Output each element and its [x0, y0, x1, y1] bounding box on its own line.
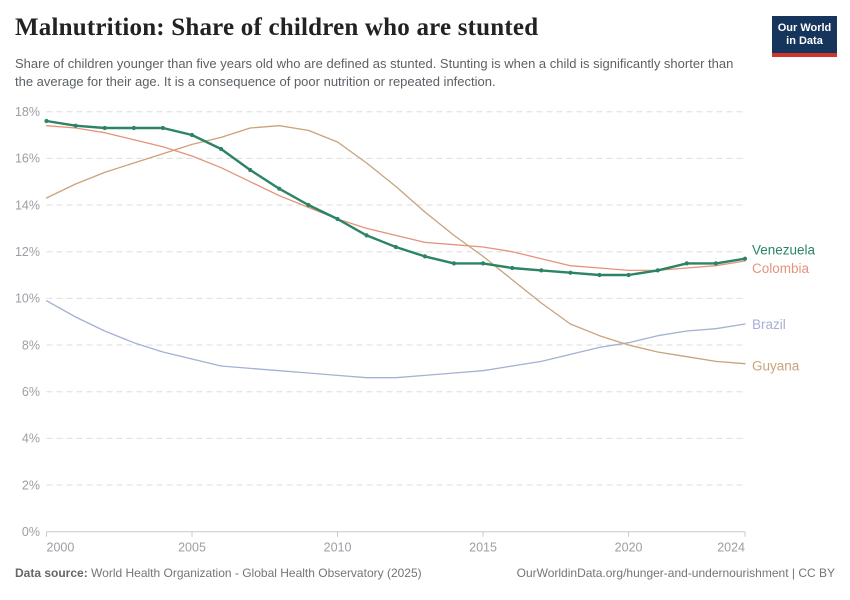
series-marker-venezuela-2010 [335, 216, 340, 222]
chart-subtitle: Share of children younger than five year… [15, 56, 734, 89]
series-marker-venezuela-2018 [568, 270, 573, 275]
series-marker-venezuela-2014 [451, 261, 457, 266]
series-label-colombia[interactable]: Colombia [752, 261, 810, 276]
series-marker-venezuela-2013 [422, 254, 427, 259]
series-line-colombia[interactable] [45, 125, 746, 272]
datasource-text: World Health Organization - Global Healt… [87, 566, 422, 580]
series-marker-venezuela-2021 [655, 268, 660, 273]
series-marker-venezuela-2016 [510, 265, 515, 271]
series-marker-venezuela-2000 [44, 118, 49, 124]
series-marker-venezuela-2015 [481, 261, 486, 266]
series-marker-venezuela-2007 [248, 167, 253, 173]
chart-footer: Data source: World Health Organization -… [15, 566, 835, 580]
series-marker-venezuela-2004 [160, 125, 165, 131]
ytick-label-6: 6% [22, 385, 40, 399]
series-marker-venezuela-2024 [742, 256, 748, 261]
xtick-label-2005: 2005 [178, 540, 206, 554]
series-marker-venezuela-2023 [713, 261, 719, 266]
ytick-label-10: 10% [15, 292, 40, 306]
series-marker-venezuela-2011 [364, 233, 369, 238]
ytick-label-16: 16% [15, 152, 40, 166]
series-label-guyana[interactable]: Guyana [752, 358, 800, 373]
footer-datasource: Data source: World Health Organization -… [15, 566, 422, 580]
series-marker-venezuela-2022 [684, 261, 689, 266]
series-marker-venezuela-2019 [597, 272, 602, 278]
xtick-label-2000: 2000 [47, 540, 75, 554]
footer-link[interactable]: OurWorldinData.org/hunger-and-undernouri… [516, 566, 835, 580]
xtick-label-2024: 2024 [717, 540, 745, 554]
ytick-label-14: 14% [15, 198, 40, 212]
series-line-guyana[interactable] [45, 125, 746, 365]
ytick-label-12: 12% [15, 245, 40, 259]
owid-logo-line2: in Data [786, 34, 823, 47]
owid-logo[interactable]: Our World in Data [772, 16, 837, 57]
owid-logo-line1: Our World [777, 21, 832, 34]
series-marker-venezuela-2005 [189, 132, 195, 138]
ytick-label-4: 4% [22, 432, 40, 446]
series-marker-venezuela-2001 [73, 123, 78, 128]
series-label-brazil[interactable]: Brazil [752, 317, 786, 332]
series-marker-venezuela-2002 [102, 125, 107, 131]
datasource-label: Data source: [15, 566, 88, 580]
xtick-label-2015: 2015 [469, 540, 497, 554]
ytick-label-2: 2% [22, 478, 40, 492]
ytick-label-0: 0% [22, 525, 40, 539]
series-marker-venezuela-2006 [219, 146, 224, 152]
series-marker-venezuela-2008 [277, 186, 282, 191]
page-title: Malnutrition: Share of children who are … [15, 14, 539, 41]
series-marker-venezuela-2003 [131, 125, 136, 131]
series-marker-venezuela-2012 [393, 244, 398, 250]
series-marker-venezuela-2017 [539, 268, 544, 273]
xtick-label-2010: 2010 [324, 540, 352, 554]
xtick-label-2020: 2020 [615, 540, 643, 554]
ytick-label-8: 8% [22, 338, 40, 352]
series-label-venezuela[interactable]: Venezuela [752, 242, 816, 257]
series-marker-venezuela-2009 [306, 202, 311, 208]
series-marker-venezuela-2020 [626, 272, 631, 278]
series-line-brazil[interactable] [45, 300, 746, 379]
ytick-label-18: 18% [15, 105, 40, 119]
